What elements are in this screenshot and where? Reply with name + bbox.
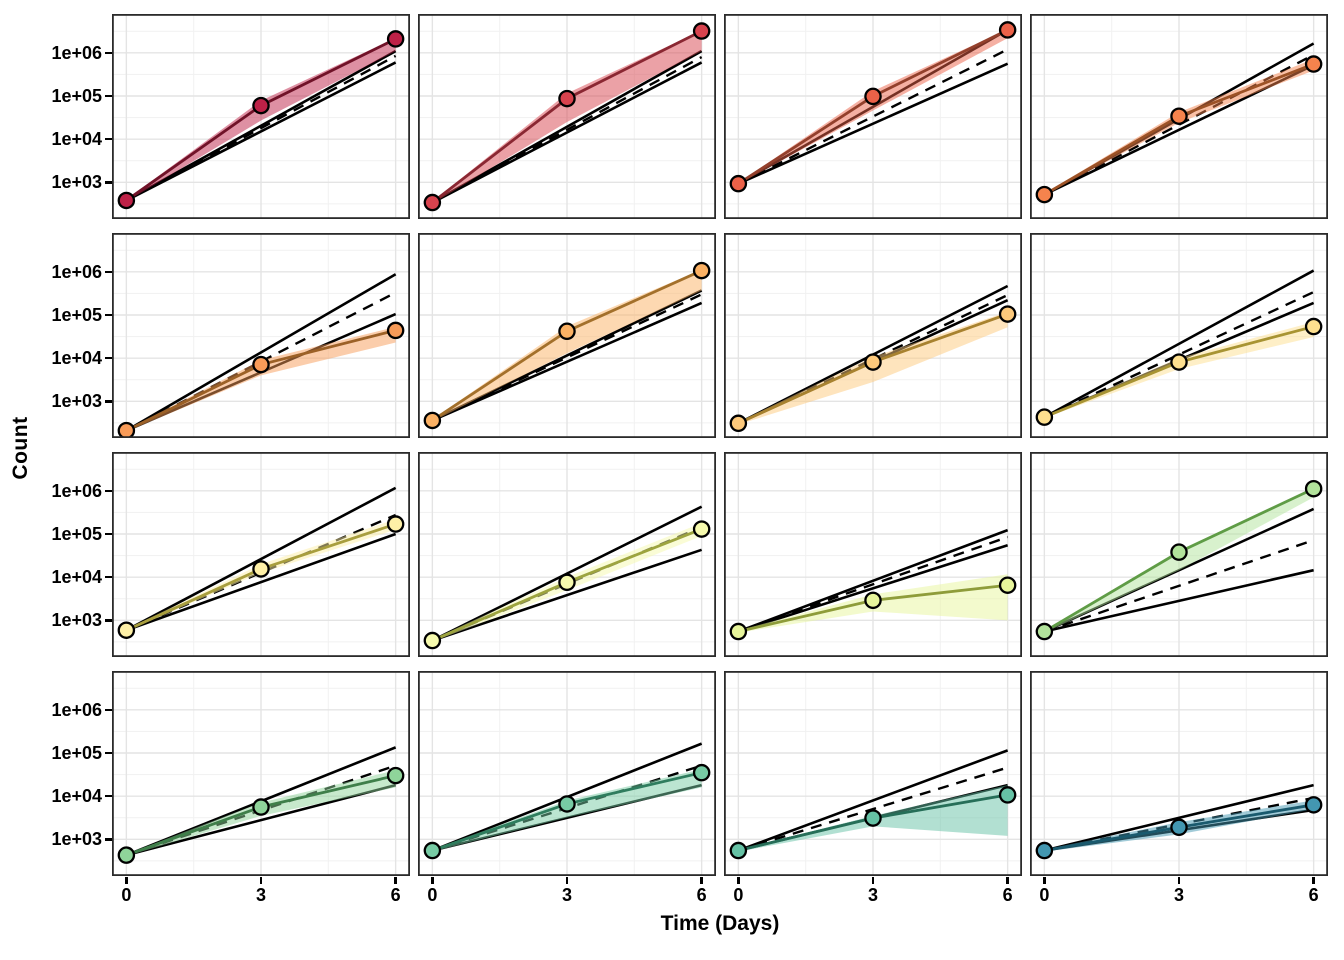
y-tick-label: 1e+04 <box>51 786 102 807</box>
facet-panel-r4c2 <box>417 670 717 881</box>
x-tick-label: 6 <box>696 885 707 905</box>
growth-curve-plot <box>1029 13 1329 219</box>
y-tick-mark <box>105 489 112 493</box>
growth-curve-plot <box>1029 670 1329 876</box>
y-tick-label: 1e+06 <box>51 261 102 282</box>
y-tick-label: 1e+04 <box>51 567 102 588</box>
y-tick-label: 1e+03 <box>51 391 102 412</box>
growth-curve-plot <box>111 670 411 876</box>
y-tick-mark <box>105 400 112 403</box>
facet-panel-r3c4 <box>1029 451 1329 662</box>
x-tick-label: 6 <box>1308 885 1319 905</box>
y-tick-label: 1e+04 <box>51 129 102 150</box>
facet-panel-r3c2 <box>417 451 717 662</box>
facet-panel-r2c4 <box>1029 232 1329 443</box>
x-tick-mark <box>1043 877 1046 884</box>
facet-panel-r2c2 <box>417 232 717 443</box>
y-tick-mark <box>105 356 112 360</box>
x-tick-label: 6 <box>1002 885 1013 905</box>
y-tick-mark <box>105 751 112 755</box>
y-tick-label: 1e+05 <box>51 524 102 544</box>
x-tick-label: 0 <box>427 885 438 905</box>
facet-panel-r1c1 <box>111 13 411 224</box>
y-tick-mark <box>105 575 112 579</box>
y-tick-mark <box>105 51 112 55</box>
facet-panel-r4c4 <box>1029 670 1329 881</box>
growth-curve-plot <box>723 451 1023 657</box>
growth-curve-plot <box>111 451 411 657</box>
y-tick-mark <box>105 708 112 712</box>
growth-curve-plot <box>723 670 1023 876</box>
growth-curve-plot <box>417 670 717 876</box>
facet-panel-r4c3 <box>723 670 1023 881</box>
facet-panel-r1c3 <box>723 13 1023 224</box>
x-tick-mark <box>259 877 263 884</box>
growth-curve-plot <box>417 232 717 438</box>
y-tick-label: 1e+05 <box>51 743 102 763</box>
x-tick-mark <box>1177 877 1181 884</box>
facet-panel-r1c2 <box>417 13 717 224</box>
growth-curve-plot <box>723 232 1023 438</box>
y-tick-mark <box>105 313 112 317</box>
y-tick-label: 1e+05 <box>51 86 102 106</box>
y-tick-label: 1e+06 <box>51 480 102 501</box>
x-tick-mark <box>565 877 569 884</box>
x-tick-mark <box>871 877 875 884</box>
x-tick-label: 3 <box>1173 885 1184 905</box>
x-tick-label: 3 <box>561 885 572 905</box>
growth-curve-plot <box>417 13 717 219</box>
x-tick-label: 3 <box>867 885 878 905</box>
growth-curve-plot <box>1029 451 1329 657</box>
x-tick-mark <box>125 877 128 884</box>
x-tick-mark <box>1312 877 1315 884</box>
facet-panel-r1c4 <box>1029 13 1329 224</box>
x-tick-mark <box>394 877 397 884</box>
x-tick-mark <box>737 877 740 884</box>
y-tick-mark <box>105 181 112 184</box>
y-tick-label: 1e+03 <box>51 172 102 193</box>
y-tick-label: 1e+03 <box>51 829 102 850</box>
x-tick-mark <box>431 877 434 884</box>
y-tick-mark <box>105 137 112 141</box>
y-tick-mark <box>105 838 112 841</box>
facet-panel-r4c1 <box>111 670 411 881</box>
y-tick-label: 1e+04 <box>51 348 102 369</box>
y-tick-label: 1e+03 <box>51 610 102 631</box>
y-tick-mark <box>105 794 112 798</box>
facet-panel-r2c1 <box>111 232 411 443</box>
y-tick-mark <box>105 532 112 536</box>
x-tick-label: 0 <box>1039 885 1050 905</box>
y-tick-mark <box>105 94 112 98</box>
growth-curve-plot <box>723 13 1023 219</box>
x-axis-title: Time (Days) <box>660 912 780 935</box>
growth-curve-plot <box>111 13 411 219</box>
y-tick-mark <box>105 619 112 622</box>
facet-panel-r3c3 <box>723 451 1023 662</box>
growth-curve-plot <box>1029 232 1329 438</box>
growth-curve-plot <box>111 232 411 440</box>
y-tick-label: 1e+05 <box>51 305 102 325</box>
x-tick-mark <box>1006 877 1009 884</box>
facet-panel-r2c3 <box>723 232 1023 443</box>
x-tick-label: 6 <box>390 885 401 905</box>
growth-curve-plot <box>417 451 717 657</box>
facet-panel-r3c1 <box>111 451 411 662</box>
x-tick-label: 0 <box>121 885 132 905</box>
x-tick-label: 0 <box>733 885 744 905</box>
x-tick-mark <box>700 877 703 884</box>
y-tick-label: 1e+06 <box>51 42 102 63</box>
x-tick-label: 3 <box>255 885 266 905</box>
y-tick-mark <box>105 270 112 274</box>
y-tick-label: 1e+06 <box>51 699 102 720</box>
